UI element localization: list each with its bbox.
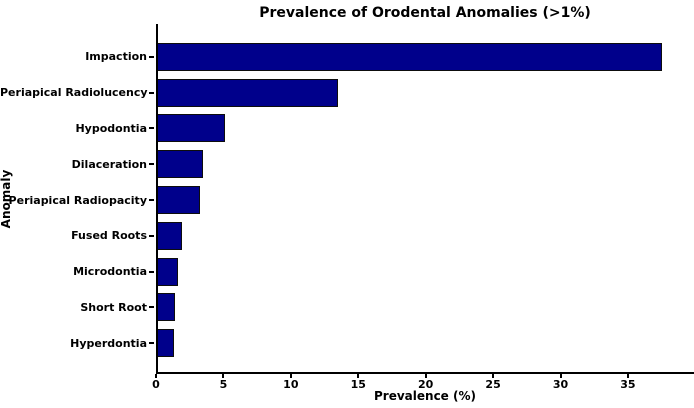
y-tick-mark	[149, 342, 154, 345]
bar-row: Fused Roots	[0, 218, 694, 254]
y-tick-label: Dilaceration	[71, 157, 147, 171]
bar-microdontia	[156, 257, 178, 286]
bar-track	[156, 182, 694, 218]
bar-periapical-radiolucency	[156, 78, 339, 107]
bar-row: Periapical Radiopacity	[0, 182, 694, 218]
y-tick-label: Impaction	[85, 50, 147, 64]
x-tick-label: 35	[620, 378, 636, 391]
bar-hypodontia	[156, 114, 225, 143]
x-axis-spine	[156, 372, 694, 374]
bar-track	[156, 146, 694, 182]
x-tick-mark	[222, 374, 225, 378]
bar-row: Periapical Radiolucency	[0, 75, 694, 111]
bar-row: Impaction	[0, 39, 694, 75]
bar-track	[156, 289, 694, 325]
x-axis-ticks: 0 5 10 15 20 25 30 35	[152, 374, 694, 394]
x-tick-label: 20	[418, 378, 434, 391]
x-tick-label: 10	[283, 378, 299, 391]
y-tick-mark	[149, 234, 154, 237]
bar-fused-roots	[156, 221, 182, 250]
x-tick-mark	[357, 374, 360, 378]
bar-track	[156, 111, 694, 147]
x-tick-label: 25	[485, 378, 501, 391]
x-tick-label: 5	[219, 378, 228, 391]
bar-row: Dilaceration	[0, 146, 694, 182]
y-tick-mark	[149, 270, 154, 273]
x-tick-mark	[424, 374, 427, 378]
bar-row: Hypodontia	[0, 111, 694, 147]
y-tick-label: Fused Roots	[71, 229, 147, 243]
bar-track	[156, 325, 694, 361]
x-tick-mark	[626, 374, 629, 378]
y-tick-mark	[149, 199, 154, 202]
bar-row: Short Root	[0, 289, 694, 325]
bar-track	[156, 75, 694, 111]
bar-dilaceration	[156, 150, 204, 179]
y-tick-label: Periapical Radiolucency	[0, 86, 148, 100]
bar-row: Hyperdontia	[0, 325, 694, 361]
x-tick-mark	[559, 374, 562, 378]
bar-hyperdontia	[156, 329, 174, 358]
y-tick-label: Hyperdontia	[70, 336, 147, 350]
x-tick-mark	[289, 374, 292, 378]
bar-row: Microdontia	[0, 254, 694, 290]
y-tick-label: Periapical Radiopacity	[8, 193, 147, 207]
y-tick-mark	[149, 127, 154, 130]
bar-track	[156, 39, 694, 75]
x-tick-label: 0	[152, 378, 160, 391]
bar-periapical-radiopacity	[156, 186, 201, 215]
bar-track	[156, 218, 694, 254]
bar-short-root	[156, 293, 175, 322]
y-tick-mark	[149, 163, 154, 166]
y-tick-label: Hypodontia	[75, 121, 147, 135]
y-tick-mark	[149, 91, 154, 94]
y-tick-label: Microdontia	[73, 265, 147, 279]
x-tick-label: 30	[552, 378, 569, 391]
plot-rows: Impaction Periapical Radiolucency Hypodont…	[0, 24, 694, 372]
y-tick-label: Short Root	[80, 300, 147, 314]
bar-track	[156, 254, 694, 290]
bar-impaction	[156, 42, 662, 71]
x-tick-mark	[492, 374, 495, 378]
chart-title: Prevalence of Orodental Anomalies (>1%)	[259, 5, 591, 21]
y-tick-mark	[149, 306, 154, 309]
x-tick-label: 15	[350, 378, 366, 391]
x-axis-title: Prevalence (%)	[374, 389, 476, 403]
x-tick-mark	[155, 374, 157, 378]
y-axis-spine	[156, 24, 158, 374]
y-tick-mark	[149, 55, 154, 58]
